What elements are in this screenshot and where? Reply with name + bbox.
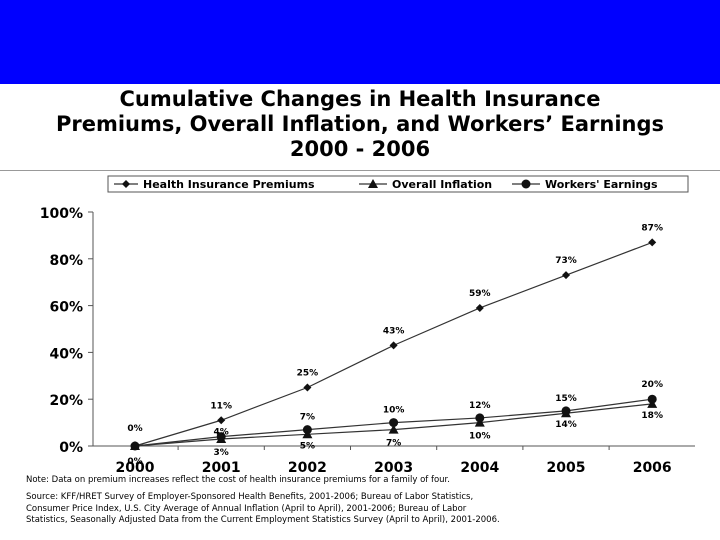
x-tick-label: 2001 (202, 460, 241, 476)
legend-marker-inflation (368, 179, 378, 188)
data-label-inflation: 7% (386, 439, 401, 449)
legend-marker-premiums (122, 180, 130, 188)
x-tick-label: 2000 (116, 460, 155, 476)
point-earnings (216, 432, 226, 442)
data-label-inflation: 14% (555, 420, 577, 430)
data-label-premiums: 59% (469, 289, 491, 299)
x-tick-label: 2004 (460, 460, 499, 476)
data-label-earnings: 7% (300, 413, 315, 423)
point-earnings (647, 394, 657, 404)
point-earnings (475, 413, 485, 423)
data-label-premiums: 0% (127, 424, 142, 434)
legend-marker-earnings (521, 179, 531, 189)
point-inflation (388, 424, 399, 434)
x-tick-label: 2003 (374, 460, 413, 476)
data-label-premiums: 73% (555, 256, 577, 266)
y-tick-label: 20% (49, 393, 83, 409)
y-tick-label: 0% (59, 440, 83, 456)
point-premiums (217, 416, 226, 425)
data-label-earnings: 12% (469, 401, 491, 411)
data-label-premiums: 25% (297, 369, 319, 379)
title-divider (0, 170, 720, 171)
data-label-premiums: 43% (383, 326, 405, 336)
point-earnings (389, 418, 399, 428)
x-tick-label: 2006 (633, 460, 672, 476)
data-label-inflation: 3% (214, 448, 229, 458)
source-line-3: Statistics, Seasonally Adjusted Data fro… (26, 515, 500, 525)
point-premiums (648, 238, 657, 247)
point-premiums (303, 383, 312, 392)
chart-title: Cumulative Changes in Health Insurance P… (0, 87, 720, 162)
point-earnings (302, 425, 312, 435)
point-earnings (130, 441, 140, 451)
header-band (0, 0, 720, 84)
data-label-inflation: 5% (300, 441, 315, 451)
point-premiums (562, 271, 570, 280)
y-tick-label: 100% (40, 206, 83, 222)
data-label-premiums: 87% (641, 223, 663, 233)
y-tick-label: 80% (49, 253, 83, 269)
y-tick-label: 40% (49, 346, 83, 362)
data-label-premiums: 11% (210, 401, 232, 411)
title-line-1: Cumulative Changes in Health Insurance (119, 87, 601, 111)
title-line-3: 2000 - 2006 (289, 137, 431, 161)
chart-note: Note: Data on premium increases reflect … (26, 475, 450, 485)
legend-label-earnings: Workers' Earnings (545, 178, 658, 191)
point-premiums (475, 303, 484, 312)
title-line-2: Premiums, Overall Inflation, and Workers… (55, 112, 665, 136)
x-tick-label: 2002 (288, 460, 327, 476)
y-tick-label: 60% (49, 300, 83, 316)
legend-label-inflation: Overall Inflation (392, 178, 492, 191)
data-label-inflation: 10% (469, 432, 491, 442)
data-label-earnings: 20% (641, 380, 663, 390)
x-tick-label: 2005 (547, 460, 586, 476)
source-line-2: Consumer Price Index, U.S. City Average … (26, 503, 467, 514)
point-earnings (561, 406, 571, 416)
chart-source: Source: KFF/HRET Survey of Employer-Spon… (26, 492, 500, 527)
data-label-earnings: 4% (214, 428, 229, 438)
point-premiums (389, 341, 398, 350)
data-label-inflation: 0% (127, 457, 142, 467)
data-label-earnings: 10% (383, 406, 405, 416)
legend-label-premiums: Health Insurance Premiums (143, 178, 315, 191)
data-label-earnings: 15% (555, 394, 577, 404)
data-label-inflation: 18% (641, 411, 663, 421)
source-line-1: Source: KFF/HRET Survey of Employer-Spon… (26, 492, 474, 502)
legend-box (107, 175, 689, 193)
